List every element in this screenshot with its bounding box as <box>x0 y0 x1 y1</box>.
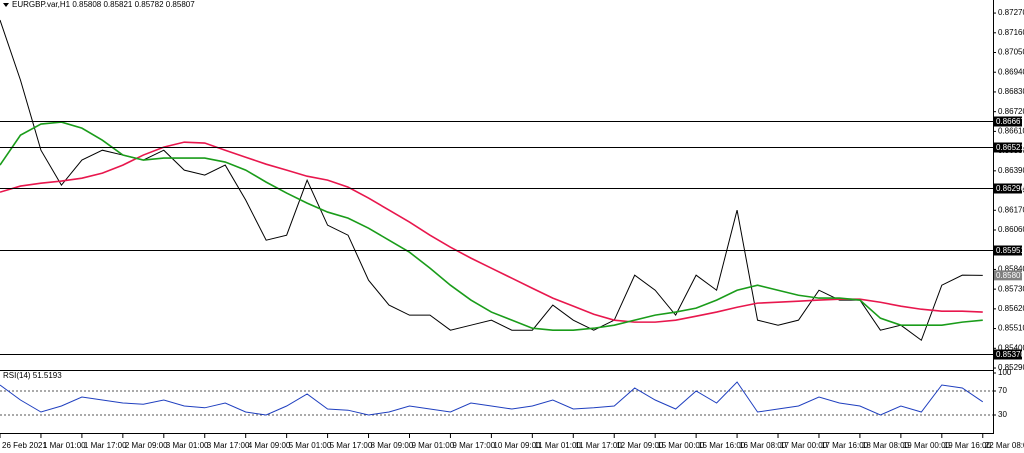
x-tick-label: 16 Mar 08:00 <box>739 441 787 450</box>
x-tick-label: 18 Mar 08:00 <box>862 441 910 450</box>
x-tick-label: 12 Mar 09:00 <box>616 441 664 450</box>
x-tick-label: 2 Mar 09:00 <box>125 441 168 450</box>
chart-title: RSI(14) 51.5193 <box>3 371 62 380</box>
x-tick-label: 10 Mar 09:00 <box>493 441 541 450</box>
level-label: 0.85370 <box>996 350 1024 359</box>
level-label: 0.86296 <box>996 184 1024 193</box>
y-tick-label: 100 <box>998 368 1012 377</box>
last-price-label: 0.85807 <box>996 271 1024 280</box>
level-label-box <box>994 142 1022 153</box>
x-tick-label: 19 Mar 00:00 <box>903 441 951 450</box>
chart-title: EURGBP.var,H1 0.85808 0.85821 0.85782 0.… <box>12 0 195 9</box>
x-tick-label: 1 Mar 01:00 <box>43 441 86 450</box>
x-tick-label: 15 Mar 16:00 <box>698 441 746 450</box>
x-tick-label: 11 Mar 01:00 <box>534 441 581 450</box>
level-label: 0.86667 <box>996 117 1024 126</box>
x-tick-label: 19 Mar 16:00 <box>944 441 992 450</box>
x-tick-label: 9 Mar 17:00 <box>452 441 495 450</box>
series-line <box>0 19 983 342</box>
menu-arrow <box>3 3 9 7</box>
x-tick-label: 17 Mar 16:00 <box>821 441 869 450</box>
level-label-box <box>994 245 1022 256</box>
y-tick-label: 30 <box>998 410 1007 419</box>
x-tick-label: 5 Mar 01:00 <box>289 441 332 450</box>
x-tick-label: 8 Mar 09:00 <box>371 441 414 450</box>
series-line <box>0 381 984 416</box>
x-tick-label: 26 Feb 2021 <box>2 441 47 450</box>
level-label: 0.86521 <box>996 143 1024 152</box>
y-tick-label: 70 <box>998 386 1007 395</box>
x-tick-label: 17 Mar 00:00 <box>780 441 828 450</box>
x-tick-label: 3 Mar 17:00 <box>207 441 250 450</box>
level-label-box <box>994 349 1022 360</box>
level-label-box <box>994 183 1022 194</box>
x-tick-label: 22 Mar 08:00 <box>985 441 1024 450</box>
last-price-box <box>994 270 1022 281</box>
x-tick-label: 11 Mar 17:00 <box>575 441 622 450</box>
x-tick-label: 4 Mar 09:00 <box>248 441 291 450</box>
x-tick-label: 3 Mar 01:00 <box>166 441 209 450</box>
x-tick-label: 9 Mar 01:00 <box>411 441 454 450</box>
x-tick-label: 15 Mar 00:00 <box>657 441 705 450</box>
x-tick-label: 5 Mar 17:00 <box>330 441 373 450</box>
level-label: 0.85951 <box>996 246 1024 255</box>
level-label-box <box>994 116 1022 127</box>
series-line <box>0 121 983 331</box>
x-tick-label: 1 Mar 17:00 <box>84 441 127 450</box>
